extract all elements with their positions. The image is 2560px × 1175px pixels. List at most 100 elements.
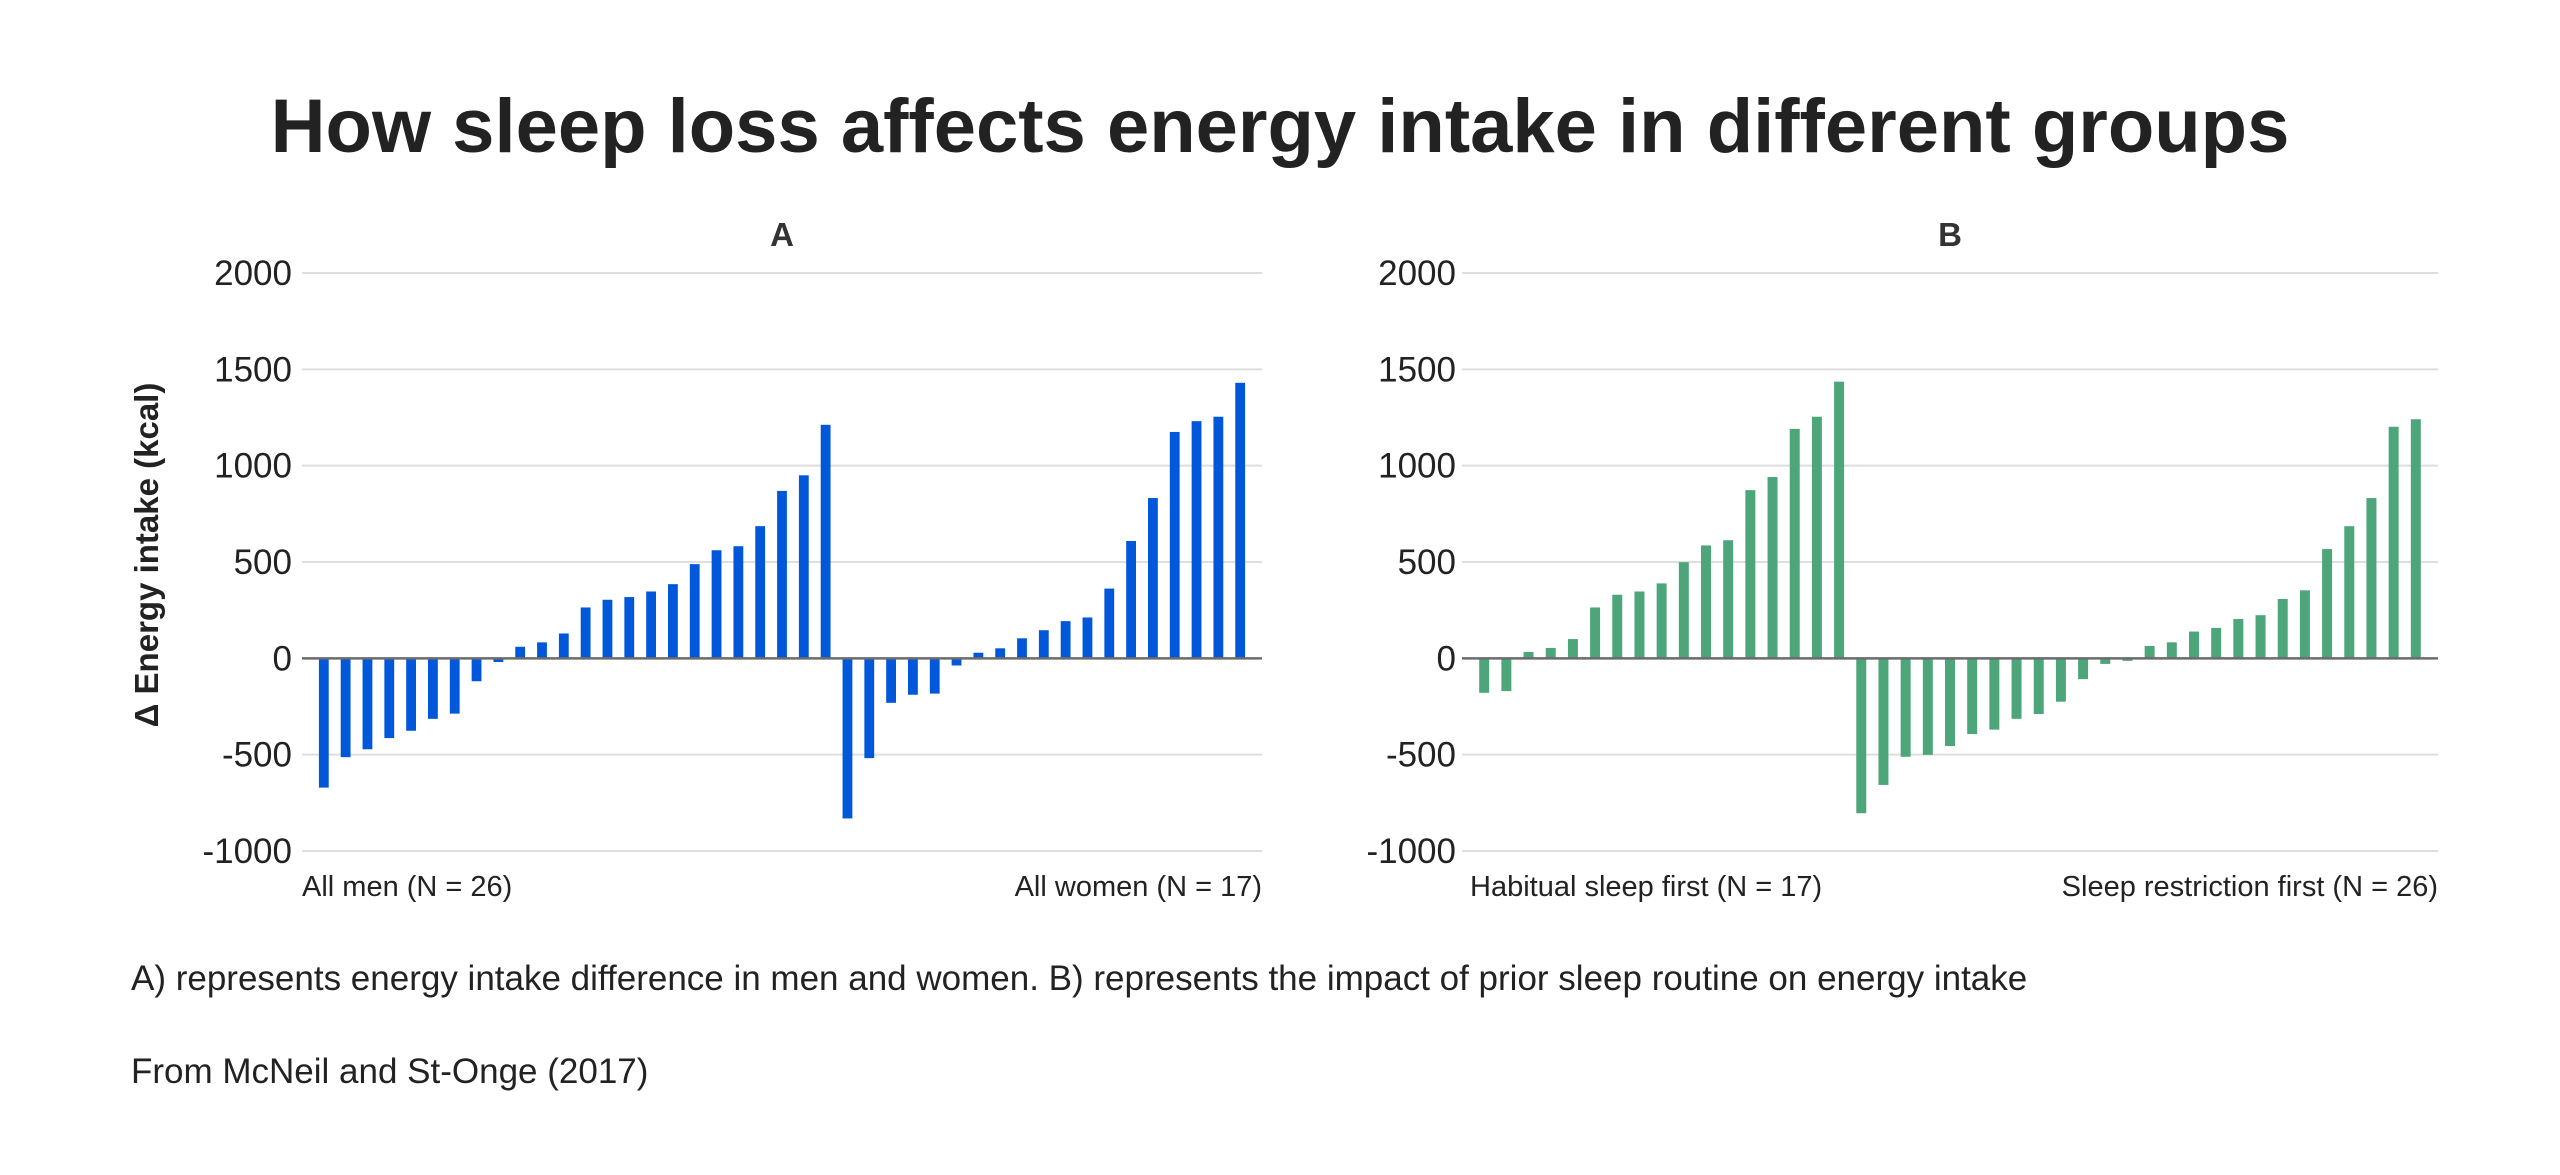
bar-group1-21 [755, 526, 766, 659]
bar-group2-13 [2122, 658, 2133, 661]
y-tick-label: 1000 [1378, 447, 1456, 486]
bar-group2-7 [973, 652, 984, 659]
panel-a: A 2000 1500 1000 500 0 -500 -1000 All men (N = 2… [202, 216, 1262, 903]
y-tick-label: -1000 [202, 832, 292, 871]
bar-group1-4 [1545, 647, 1556, 659]
bar-group1-20 [733, 546, 744, 659]
bar-group1-16 [1811, 416, 1822, 659]
bar-group1-6 [1590, 607, 1601, 659]
panel-title: B [1938, 216, 1962, 253]
y-tick-label: 0 [1437, 639, 1456, 678]
bar-group1-7 [449, 658, 460, 714]
bar-group1-5 [406, 658, 416, 731]
bar-group1-11 [537, 642, 547, 659]
bar-group2-3 [1900, 658, 1911, 757]
bar-group1-1 [318, 658, 329, 788]
bar-group2-25 [2388, 426, 2399, 659]
bar-group2-17 [2211, 627, 2222, 659]
bar-group1-9 [493, 658, 504, 662]
bar-group1-17 [668, 584, 678, 659]
bar-group2-10 [2055, 658, 2066, 702]
y-tick-label: 2000 [1378, 254, 1456, 293]
bar-group1-1 [1479, 658, 1490, 693]
bar-group1-2 [1501, 658, 1512, 692]
bar-group1-16 [646, 591, 656, 659]
bar-group1-5 [1567, 639, 1578, 659]
bar-group2-7 [1989, 658, 2000, 730]
bar-group2-8 [2011, 658, 2022, 719]
caption: A) represents energy intake difference i… [131, 959, 2027, 998]
bar-group2-5 [1945, 658, 1955, 746]
bar-group1-14 [602, 599, 613, 659]
bar-group1-18 [689, 564, 700, 659]
y-tick-label: 1500 [1378, 350, 1456, 389]
bar-group2-20 [2277, 598, 2288, 659]
bar-group1-22 [777, 490, 787, 659]
bar-group2-5 [929, 658, 940, 694]
bar-group2-19 [2255, 615, 2266, 659]
bar-group2-22 [2322, 549, 2333, 659]
y-tick-label: 1000 [214, 447, 292, 486]
bar-group2-8 [995, 648, 1006, 659]
bar-group2-10 [1038, 630, 1049, 659]
bar-group2-16 [2189, 631, 2199, 659]
bar-group2-18 [1213, 416, 1224, 659]
bar-group1-9 [1656, 583, 1667, 659]
bar-group1-10 [515, 646, 526, 659]
bar-group2-12 [1082, 617, 1093, 659]
y-tick-label: -1000 [1366, 832, 1456, 871]
source-note: From McNeil and St-Onge (2017) [131, 1052, 648, 1091]
bar-group1-15 [1789, 428, 1800, 659]
bar-group2-11 [1060, 621, 1071, 659]
bar-group2-9 [1017, 638, 1027, 659]
y-tick-label: 500 [234, 543, 292, 582]
bar-group2-19 [1235, 382, 1246, 659]
bar-group1-19 [711, 550, 722, 659]
bar-group2-1 [1856, 658, 1867, 814]
bar-group1-2 [340, 658, 351, 758]
bar-group1-13 [580, 607, 591, 659]
bar-group1-14 [1767, 477, 1778, 659]
panel-b: B 2000 1500 1000 500 0 -500 -1000 Habitual sleep… [1366, 216, 2438, 903]
bar-group2-26 [2410, 419, 2421, 659]
bar-group1-3 [1523, 651, 1534, 659]
bar-group1-10 [1678, 562, 1689, 659]
bar-group1-24 [820, 424, 831, 659]
y-tick-label: 2000 [214, 254, 292, 293]
bar-group2-9 [2033, 658, 2044, 715]
y-axis-label: Δ Energy intake (kcal) [128, 383, 165, 728]
bar-group1-15 [624, 597, 635, 659]
group-label: Sleep restriction first (N = 26) [2062, 871, 2438, 903]
bar-group1-4 [384, 658, 395, 739]
group-label: All women (N = 17) [1015, 871, 1262, 903]
bar-group2-3 [886, 658, 896, 703]
bar-group2-4 [1922, 658, 1933, 755]
y-tick-label: 500 [1398, 543, 1456, 582]
bar-group1-12 [1723, 540, 1734, 659]
bar-group2-23 [2344, 526, 2355, 659]
bar-group2-14 [2144, 646, 2155, 659]
bar-group2-24 [2366, 498, 2377, 659]
bar-group1-8 [471, 658, 482, 682]
bar-group1-23 [798, 475, 809, 659]
bar-group2-4 [908, 658, 918, 695]
bar-group2-12 [2100, 658, 2111, 664]
y-tick-label: -500 [1386, 736, 1456, 775]
bar-group2-18 [2233, 619, 2244, 659]
group-label: Habitual sleep first (N = 17) [1470, 871, 1822, 903]
bar-group1-13 [1745, 490, 1756, 659]
bar-group2-16 [1169, 431, 1180, 659]
bar-group2-6 [1967, 658, 1978, 735]
bar-group1-3 [362, 658, 373, 750]
bar-group1-6 [428, 658, 438, 719]
bar-group2-14 [1126, 540, 1136, 659]
bar-group2-21 [2299, 590, 2310, 659]
bar-group1-7 [1612, 594, 1623, 659]
y-tick-label: 0 [273, 639, 292, 678]
chart-title: How sleep loss affects energy intake in … [271, 84, 2290, 169]
bar-group2-15 [1148, 498, 1158, 659]
bar-group2-6 [951, 658, 962, 666]
bar-group1-17 [1834, 381, 1845, 659]
bar-group2-2 [864, 658, 875, 759]
